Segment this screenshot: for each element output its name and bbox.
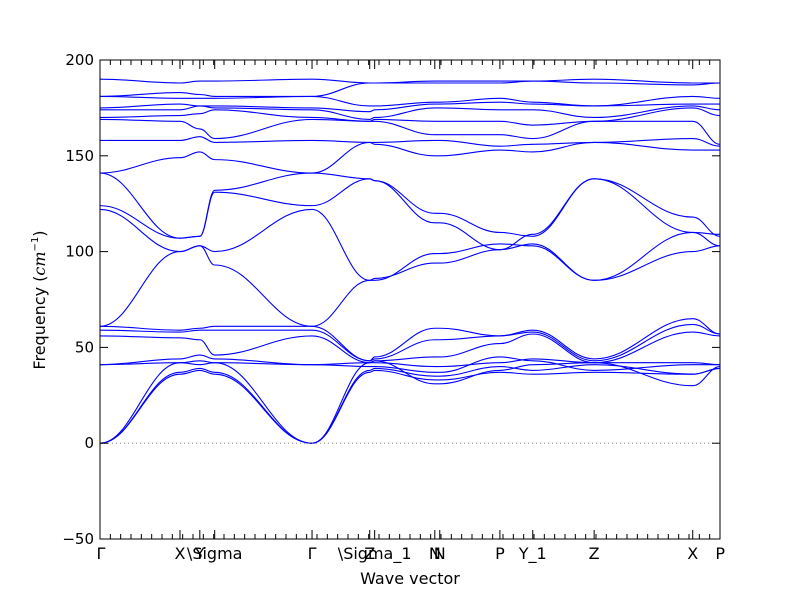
band-line-7	[99, 323, 721, 362]
band-line-1	[99, 367, 721, 444]
y-axis-label-text: Frequency (	[30, 276, 49, 370]
y-axis-label-close: )	[30, 230, 49, 236]
y-axis-label-exponent: −1	[30, 237, 41, 252]
bands-layer	[99, 78, 721, 444]
band-line-14	[99, 136, 721, 147]
band-line-2	[99, 364, 721, 444]
y-tick-label: −50	[62, 530, 94, 548]
x-tick-label: P	[715, 544, 725, 563]
x-tick-label: Γ	[97, 544, 106, 563]
x-tick-label: X	[174, 544, 185, 563]
band-line-19	[99, 95, 721, 107]
x-tick-label: Z	[364, 544, 375, 563]
plot-frame	[99, 59, 721, 540]
x-tick-label: P	[495, 544, 505, 563]
x-tick-label: N	[429, 544, 441, 563]
band-line-20	[99, 80, 721, 97]
band-line-10	[99, 208, 721, 281]
x-tick-label: \Sigma_1	[338, 544, 412, 564]
x-tick-label: Γ	[308, 544, 317, 563]
band-line-16	[99, 107, 721, 126]
y-tick-label: 50	[75, 338, 94, 356]
x-tick-label: Y	[194, 544, 205, 563]
band-line-4	[99, 356, 720, 373]
x-tick-label: Y_1	[518, 544, 547, 564]
y-tick-label: 100	[65, 243, 94, 261]
y-tick-label: 150	[65, 147, 94, 165]
y-tick-label: 200	[65, 51, 94, 69]
x-tick-label: Z	[589, 544, 600, 563]
band-line-21	[99, 78, 720, 84]
x-tick-label: \Sigma	[187, 544, 243, 563]
x-tick-label: X	[687, 544, 698, 563]
y-axis-label-unit: cm	[30, 251, 49, 275]
band-line-12	[99, 172, 721, 239]
y-axis-label: Frequency (cm−1)	[30, 230, 49, 369]
band-line-8	[99, 318, 721, 362]
y-tick-label: 0	[84, 434, 94, 452]
x-tick-label: N	[434, 544, 446, 563]
x-axis-label: Wave vector	[360, 569, 460, 588]
band-line-6	[99, 331, 721, 364]
